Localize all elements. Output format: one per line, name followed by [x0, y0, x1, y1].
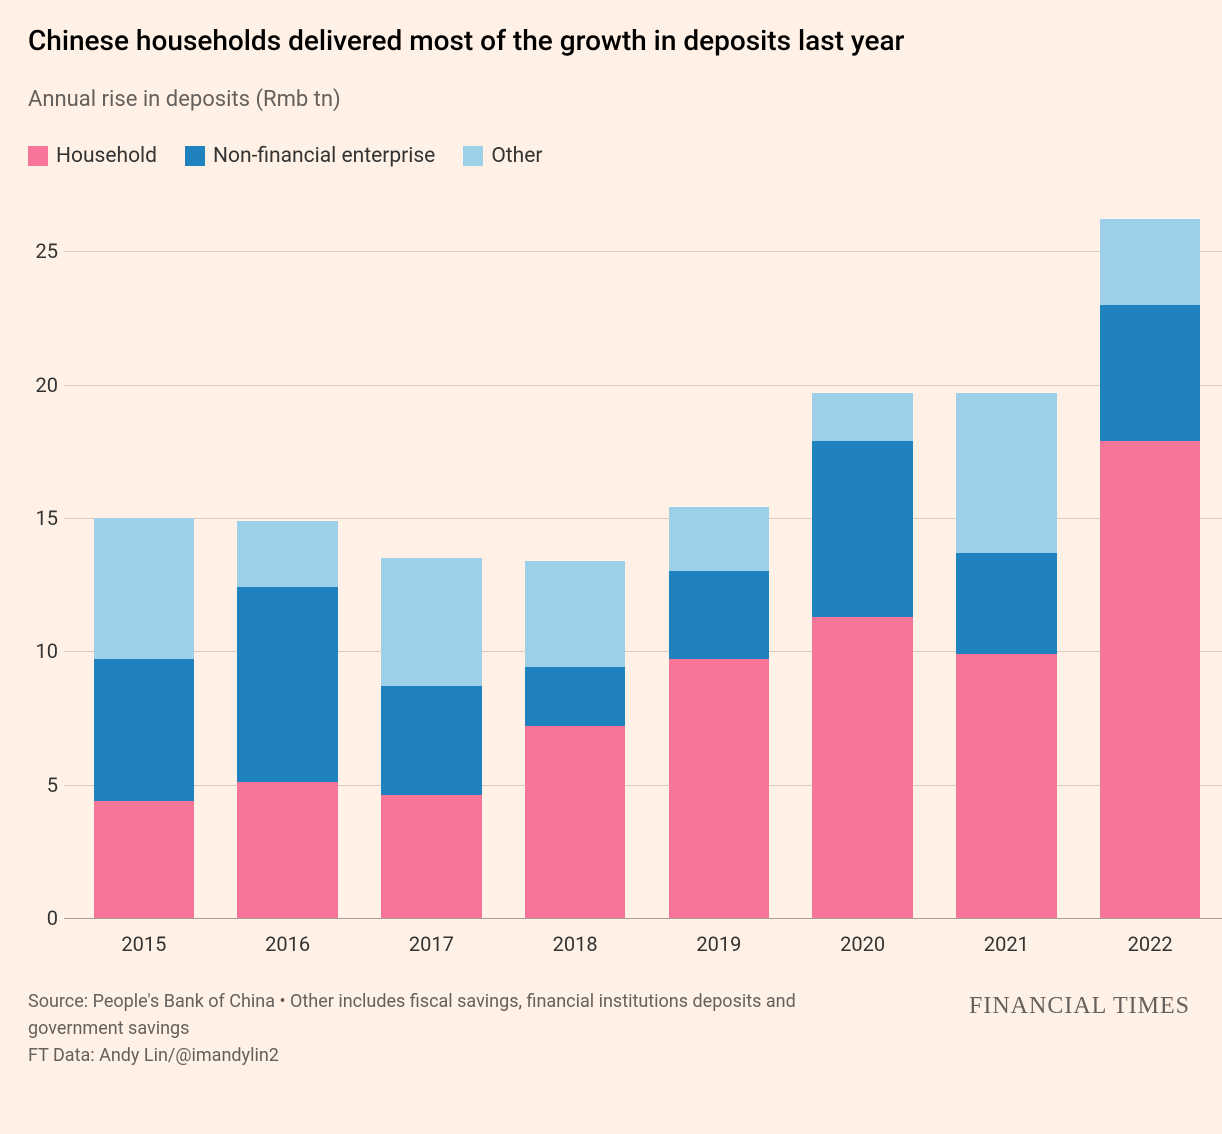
bar-segment	[381, 686, 482, 795]
legend-item: Other	[463, 144, 542, 168]
brand-logo: FINANCIAL TIMES	[969, 988, 1190, 1024]
source-text: Source: People's Bank of China • Other i…	[28, 988, 848, 1042]
y-axis-tick-label: 20	[24, 373, 58, 397]
x-axis-tick-label: 2015	[94, 932, 195, 956]
legend-label: Non-financial enterprise	[213, 144, 435, 168]
legend-item: Household	[28, 144, 157, 168]
legend-label: Other	[491, 144, 542, 168]
bar-segment	[94, 659, 195, 800]
bar-segment	[525, 726, 626, 918]
chart-subtitle: Annual rise in deposits (Rmb tn)	[28, 87, 1194, 112]
x-axis-tick-label: 2022	[1100, 932, 1201, 956]
bar-segment	[1100, 441, 1201, 918]
bar-segment	[812, 393, 913, 441]
credit-text: FT Data: Andy Lin/@imandylin2	[28, 1042, 1194, 1069]
chart-title: Chinese households delivered most of the…	[28, 24, 1194, 57]
legend-swatch	[28, 146, 48, 166]
bar-segment	[94, 801, 195, 918]
bar-segment	[1100, 219, 1201, 304]
y-axis-tick-label: 15	[24, 506, 58, 530]
x-axis-tick-label: 2016	[237, 932, 338, 956]
bar-segment	[525, 561, 626, 668]
bar-group: 2016	[237, 198, 338, 918]
plot-area: 0510152025 20152016201720182019202020212…	[64, 198, 1222, 918]
bar-segment	[381, 795, 482, 918]
bar-segment	[1100, 305, 1201, 441]
bar-segment	[812, 617, 913, 918]
bar-group: 2019	[669, 198, 770, 918]
bar-segment	[94, 518, 195, 659]
bar-segment	[956, 654, 1057, 918]
bar-group: 2020	[812, 198, 913, 918]
x-axis-tick-label: 2020	[812, 932, 913, 956]
bar-segment	[381, 558, 482, 686]
legend-swatch	[463, 146, 483, 166]
y-axis-tick-label: 25	[24, 239, 58, 263]
x-axis-tick-label: 2019	[669, 932, 770, 956]
bars-area: 2015 2016 2017 2018 2019 2020 2021 2022	[64, 198, 1222, 918]
legend-label: Household	[56, 144, 157, 168]
bar-segment	[669, 507, 770, 571]
bar-segment	[237, 587, 338, 782]
bar-group: 2022	[1100, 198, 1201, 918]
chart-footer: Source: People's Bank of China • Other i…	[28, 988, 1194, 1069]
bar-group: 2017	[381, 198, 482, 918]
chart-container: Chinese households delivered most of the…	[0, 0, 1222, 1134]
x-axis-tick-label: 2017	[381, 932, 482, 956]
legend: Household Non-financial enterprise Other	[28, 144, 1194, 168]
gridline	[64, 918, 1222, 919]
bar-segment	[956, 553, 1057, 654]
bar-segment	[956, 393, 1057, 553]
x-axis-tick-label: 2021	[956, 932, 1057, 956]
bar-segment	[237, 521, 338, 588]
x-axis-tick-label: 2018	[525, 932, 626, 956]
bar-segment	[525, 667, 626, 726]
bar-group: 2018	[525, 198, 626, 918]
y-axis-tick-label: 5	[24, 773, 58, 797]
bar-segment	[669, 659, 770, 918]
legend-swatch	[185, 146, 205, 166]
bar-segment	[812, 441, 913, 617]
bar-group: 2015	[94, 198, 195, 918]
y-axis-tick-label: 10	[24, 639, 58, 663]
legend-item: Non-financial enterprise	[185, 144, 435, 168]
y-axis-tick-label: 0	[24, 906, 58, 930]
bar-group: 2021	[956, 198, 1057, 918]
bar-segment	[237, 782, 338, 918]
bar-segment	[669, 571, 770, 659]
